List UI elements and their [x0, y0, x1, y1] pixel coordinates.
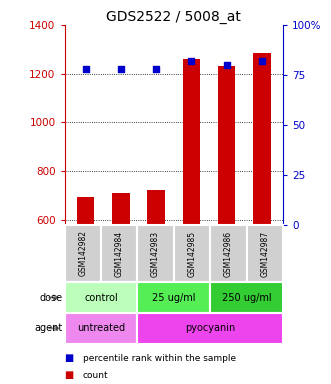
Bar — [65, 282, 137, 313]
Text: GSM142984: GSM142984 — [115, 230, 124, 276]
Text: 25 ug/ml: 25 ug/ml — [152, 293, 196, 303]
Text: count: count — [83, 371, 108, 380]
Bar — [147, 190, 165, 225]
Bar — [210, 225, 247, 282]
Point — [118, 66, 123, 72]
Bar — [247, 225, 283, 282]
Bar — [137, 313, 283, 344]
Bar — [137, 225, 174, 282]
Text: GSM142986: GSM142986 — [224, 230, 233, 276]
Point — [224, 62, 229, 68]
Text: control: control — [84, 293, 118, 303]
Bar — [112, 194, 130, 225]
Bar — [183, 59, 200, 225]
Bar — [218, 66, 235, 225]
Text: percentile rank within the sample: percentile rank within the sample — [83, 354, 236, 363]
Text: GSM142985: GSM142985 — [187, 230, 197, 276]
Text: GSM142987: GSM142987 — [260, 230, 269, 276]
Bar — [65, 313, 137, 344]
Bar — [210, 282, 283, 313]
Text: GSM142983: GSM142983 — [151, 230, 160, 276]
Text: 250 ug/ml: 250 ug/ml — [222, 293, 271, 303]
Point — [83, 66, 88, 72]
Point — [189, 58, 194, 64]
Text: dose: dose — [40, 293, 63, 303]
Point — [154, 66, 159, 72]
Text: agent: agent — [35, 323, 63, 333]
Bar — [137, 282, 210, 313]
Text: pyocyanin: pyocyanin — [185, 323, 235, 333]
Bar — [101, 225, 137, 282]
Text: untreated: untreated — [77, 323, 125, 333]
Bar — [65, 225, 101, 282]
Point — [259, 58, 264, 64]
Bar — [174, 225, 210, 282]
Text: GSM142982: GSM142982 — [78, 230, 87, 276]
Title: GDS2522 / 5008_at: GDS2522 / 5008_at — [106, 10, 241, 24]
Text: ■: ■ — [65, 353, 74, 363]
Bar — [77, 197, 94, 225]
Bar — [253, 53, 271, 225]
Text: ■: ■ — [65, 370, 74, 380]
